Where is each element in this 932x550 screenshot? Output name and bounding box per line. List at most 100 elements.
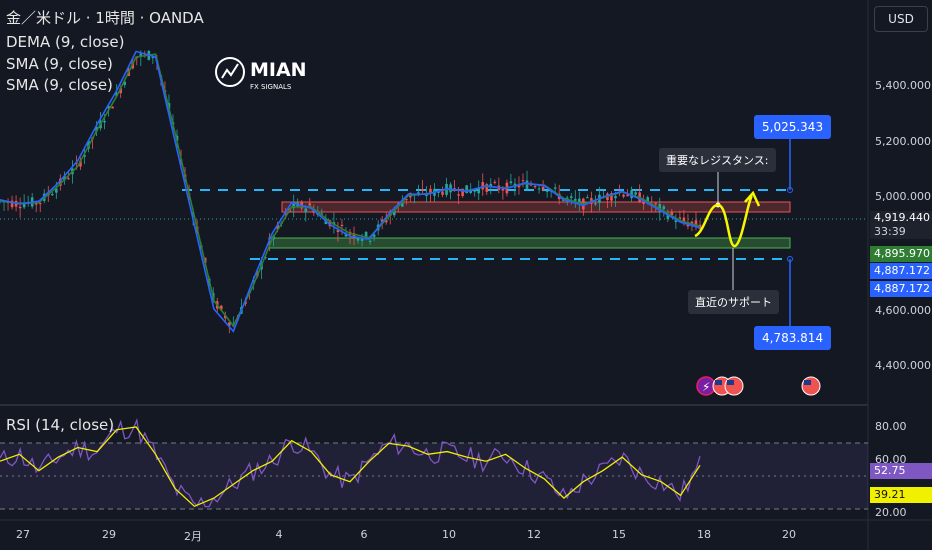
candle-body — [405, 198, 408, 201]
indicator-sma-2[interactable]: SMA (9, close) — [6, 76, 113, 94]
time-tick: 18 — [697, 528, 711, 541]
price-tick: 5,400.000 — [875, 79, 931, 92]
candle-body — [578, 198, 581, 204]
candle-body — [670, 211, 674, 216]
candle-body — [368, 240, 372, 242]
candle-body — [533, 185, 537, 188]
upper-target-box[interactable]: 5,025.343 — [754, 115, 832, 139]
sma-price-tag: 4,895.970 — [870, 246, 932, 262]
candle-body — [336, 230, 340, 233]
candle-body — [525, 180, 529, 189]
countdown-tag: 33:39 — [870, 225, 932, 239]
candle-body — [79, 160, 82, 167]
candle-body — [622, 194, 625, 197]
time-tick: 12 — [527, 528, 541, 541]
candle-body — [630, 190, 633, 199]
candle-body — [493, 181, 497, 183]
upper-target-anchor — [787, 187, 793, 193]
candle-body — [268, 240, 271, 245]
candle-body — [646, 197, 650, 203]
support-zone — [268, 237, 791, 249]
time-tick: 20 — [782, 528, 796, 541]
candle-body — [569, 196, 573, 199]
rsi-line — [0, 417, 701, 508]
time-tick: 29 — [102, 528, 116, 541]
candle-body — [425, 195, 428, 197]
candle-body — [111, 106, 114, 109]
candle-body — [553, 187, 557, 189]
candle-body — [308, 203, 312, 206]
candle-body — [264, 257, 267, 259]
time-tick: 15 — [612, 528, 626, 541]
candle-body — [228, 322, 231, 326]
candle-body — [501, 189, 505, 191]
candle-body — [465, 185, 468, 194]
candle-body — [151, 56, 155, 59]
rsi-tick: 20.00 — [875, 506, 907, 519]
support-callout[interactable]: 直近のサポート — [688, 290, 779, 314]
candle-body — [541, 186, 545, 190]
candle-body — [626, 194, 629, 197]
candle-body — [400, 202, 404, 207]
candle-body — [573, 198, 577, 201]
candle-body — [565, 197, 569, 199]
dema-price-tag-2: 4,887.172 — [870, 281, 932, 297]
candle-body — [477, 187, 481, 194]
candle-body — [356, 237, 360, 241]
candle-body — [123, 81, 127, 85]
indicator-sma-1[interactable]: SMA (9, close) — [6, 55, 113, 73]
candle-body — [67, 178, 70, 180]
candle-body — [610, 193, 613, 201]
candle-body — [473, 189, 477, 192]
candle-body — [352, 233, 356, 239]
rsi-ma-line — [0, 426, 701, 508]
time-tick: 10 — [442, 528, 456, 541]
candle-body — [441, 191, 444, 195]
rsi-label[interactable]: RSI (14, close) — [6, 416, 115, 434]
candle-body — [50, 194, 54, 196]
rsi-value-tag: 52.75 — [870, 463, 932, 479]
lower-target-anchor — [787, 256, 793, 262]
candle-body — [682, 217, 686, 222]
candle-body — [18, 206, 22, 209]
candle-body — [694, 220, 698, 227]
resistance-zone — [281, 201, 791, 213]
candle-body — [360, 238, 364, 241]
candle-body — [384, 219, 388, 223]
candle-body — [421, 188, 424, 191]
time-tick: 2月 — [184, 530, 202, 543]
svg-text:MIAN: MIAN — [250, 59, 307, 81]
lower-target-box[interactable]: 4,783.814 — [754, 326, 832, 350]
candle-body — [364, 231, 368, 237]
candle-body — [63, 175, 66, 181]
resistance-callout[interactable]: 重要なレジスタンス: — [659, 148, 776, 172]
price-tick: 5,000.000 — [875, 190, 931, 203]
candle-body — [276, 224, 279, 229]
indicator-dema[interactable]: DEMA (9, close) — [6, 33, 125, 51]
price-tick: 4,400.000 — [875, 359, 931, 372]
candle-body — [698, 224, 702, 229]
candle-body — [223, 315, 227, 319]
candle-body — [103, 120, 106, 123]
candle-body — [344, 233, 348, 237]
candle-body — [22, 203, 26, 208]
us-flag-icon — [724, 376, 744, 396]
candle-body — [429, 188, 432, 194]
candle-body — [461, 188, 464, 197]
rsi-ma-tag: 39.21 — [870, 487, 932, 503]
candle-body — [328, 220, 332, 227]
current-price-tag: 4,919.440 — [870, 211, 932, 225]
candle-body — [594, 203, 597, 205]
time-tick: 6 — [360, 528, 368, 541]
currency-selector[interactable]: USD — [874, 6, 928, 32]
candle-body — [457, 194, 460, 196]
rsi-tick: 80.00 — [875, 420, 907, 433]
candle-body — [119, 88, 122, 94]
candle-body — [83, 154, 86, 157]
price-tick: 5,200.000 — [875, 135, 931, 148]
candle-body — [537, 188, 541, 190]
candle-body — [38, 203, 42, 205]
candle-body — [10, 200, 14, 208]
